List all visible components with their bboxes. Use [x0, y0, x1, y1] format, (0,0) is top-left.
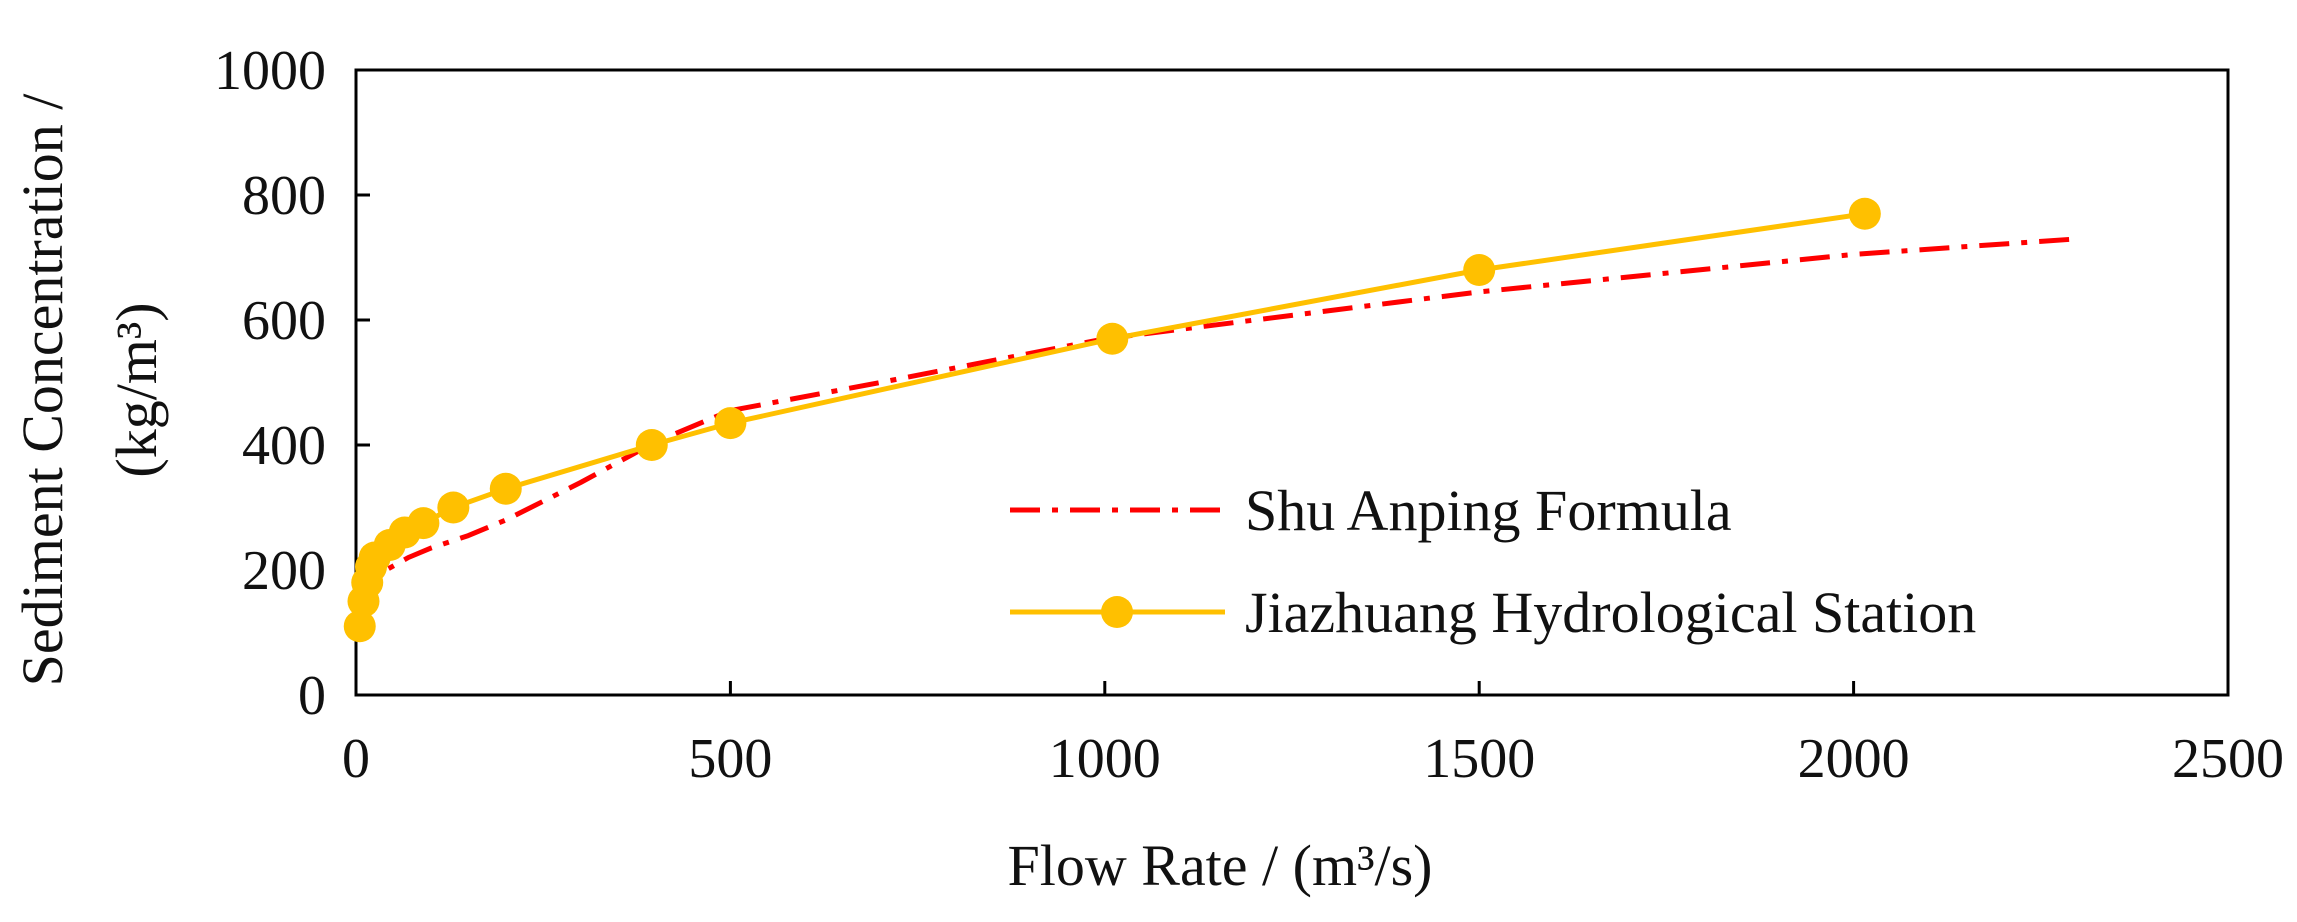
- legend-label-jiazhuang: Jiazhuang Hydrological Station: [1245, 580, 1976, 645]
- y-tick-label: 200: [242, 540, 326, 602]
- y-axis-title-line-2: (kg/m³): [104, 302, 169, 477]
- data-point-jiazhuang-hydrological-station: [407, 507, 440, 540]
- data-point-jiazhuang-hydrological-station: [1463, 254, 1496, 286]
- y-tick-label: 400: [242, 415, 326, 477]
- data-point-jiazhuang-hydrological-station: [489, 472, 522, 505]
- x-axis: 0 500 1000 1500 2000 2500: [342, 681, 2284, 790]
- x-tick-label: 1500: [1423, 728, 1535, 790]
- y-tick-label: 600: [242, 290, 326, 352]
- series-layer: [343, 197, 2079, 643]
- x-tick-label: 2500: [2172, 728, 2284, 790]
- x-tick-label: 0: [342, 728, 370, 790]
- data-point-jiazhuang-hydrological-station: [437, 491, 470, 524]
- data-point-jiazhuang-hydrological-station: [1096, 322, 1129, 355]
- y-axis: 0 200 400 600 800 1000: [214, 40, 370, 727]
- data-point-jiazhuang-hydrological-station: [635, 429, 668, 461]
- data-point-jiazhuang-hydrological-station: [343, 610, 376, 643]
- y-tick-label: 1000: [214, 40, 326, 102]
- legend-marker-jiazhuang: [1101, 596, 1133, 628]
- y-tick-label: 0: [298, 665, 326, 727]
- x-tick-label: 1000: [1049, 728, 1161, 790]
- legend: Shu Anping Formula Jiazhuang Hydrologica…: [1010, 478, 1976, 645]
- x-axis-title: Flow Rate / (m³/s): [1008, 833, 1433, 898]
- data-point-jiazhuang-hydrological-station: [714, 407, 747, 440]
- series-line-shu-anping-formula: [361, 236, 2079, 603]
- y-axis-title-line-1: Sediment Concentration /: [10, 93, 75, 687]
- x-tick-label: 500: [688, 728, 772, 790]
- data-point-jiazhuang-hydrological-station: [1848, 197, 1881, 230]
- y-tick-label: 800: [242, 165, 326, 227]
- plot-border: [354, 68, 2230, 697]
- x-tick-label: 2000: [1798, 728, 1910, 790]
- legend-label-shu-anping: Shu Anping Formula: [1245, 478, 1732, 543]
- plot-area: [354, 68, 2230, 697]
